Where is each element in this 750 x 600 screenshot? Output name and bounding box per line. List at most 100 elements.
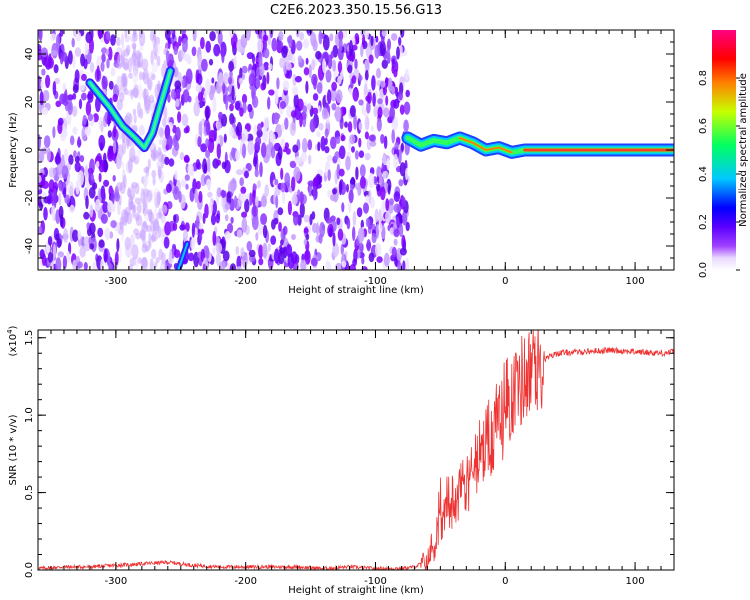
- noise-blob: [212, 230, 217, 246]
- noise-blob: [258, 244, 264, 259]
- noise-blob: [235, 266, 243, 270]
- noise-blob: [156, 160, 163, 170]
- noise-blob: [117, 53, 121, 65]
- noise-blob: [115, 62, 123, 69]
- noise-blob: [89, 62, 95, 73]
- noise-blob: [59, 51, 64, 65]
- noise-blob: [72, 105, 78, 117]
- noise-blob: [280, 239, 284, 246]
- noise-blob: [116, 36, 121, 47]
- noise-blob: [239, 193, 247, 202]
- noise-blob: [391, 33, 398, 41]
- noise-blob: [68, 50, 73, 65]
- noise-blob: [158, 248, 163, 261]
- noise-blob: [161, 204, 168, 215]
- noise-blob: [376, 256, 383, 263]
- noise-blob: [287, 200, 292, 216]
- noise-blob: [205, 78, 211, 95]
- noise-blob: [129, 234, 135, 248]
- noise-blob: [366, 239, 372, 252]
- noise-blob: [377, 98, 383, 105]
- noise-blob: [375, 223, 380, 239]
- colorbar-ticks: 0.0 0.2 0.4 0.6 0.8: [698, 70, 740, 278]
- noise-blob: [132, 108, 137, 116]
- noise-blob: [330, 87, 337, 102]
- noise-blob: [352, 210, 357, 227]
- noise-blob: [156, 55, 161, 67]
- snr-panel: -300 -200 -100 0 100 0.0 0.5 1.0 1.5 Height of …: [6, 325, 675, 596]
- noise-blob: [210, 213, 217, 226]
- noise-blob: [130, 35, 138, 43]
- noise-blob: [55, 257, 62, 270]
- noise-blob: [133, 114, 137, 124]
- noise-blob: [386, 48, 391, 63]
- noise-blob: [95, 160, 100, 168]
- noise-blob: [115, 155, 122, 165]
- noise-blob: [340, 134, 346, 142]
- noise-blob: [353, 113, 357, 130]
- noise-blob: [150, 149, 155, 159]
- noise-blob: [41, 180, 49, 189]
- noise-blob: [385, 210, 391, 224]
- noise-blob: [354, 150, 359, 160]
- x-axis-label: Height of straight line (km): [288, 285, 424, 296]
- noise-blob: [228, 76, 233, 85]
- noise-blob: [389, 198, 394, 206]
- noise-blob: [369, 140, 377, 147]
- noise-blob: [398, 91, 403, 101]
- noise-blob: [258, 258, 264, 266]
- noise-blob: [385, 198, 390, 212]
- noise-blob: [253, 124, 258, 136]
- noise-blob: [368, 172, 375, 189]
- noise-blob: [370, 196, 375, 209]
- noise-blob: [247, 103, 253, 113]
- noise-blob: [155, 257, 160, 264]
- noise-blob: [165, 50, 170, 63]
- y-axis-ticks: -40 -20 0 20 40: [24, 29, 674, 271]
- noise-blob: [145, 225, 152, 232]
- noise-blob: [47, 252, 54, 263]
- x-tick-label: 100: [626, 276, 645, 287]
- noise-blob: [174, 141, 180, 151]
- noise-blob: [240, 186, 247, 195]
- noise-blob: [316, 131, 321, 138]
- noise-blob: [386, 158, 390, 171]
- noise-blob: [139, 228, 146, 241]
- y-tick-label: 0: [24, 147, 35, 153]
- noise-blob: [262, 224, 268, 238]
- noise-blob: [260, 213, 268, 225]
- noise-blob: [336, 163, 341, 180]
- noise-blob: [110, 67, 116, 77]
- noise-blob: [236, 255, 242, 270]
- noise-blob: [38, 30, 43, 42]
- noise-blob: [370, 35, 374, 47]
- noise-blob: [257, 180, 261, 189]
- noise-blob: [341, 202, 345, 213]
- noise-blob: [335, 89, 343, 104]
- noise-blob: [348, 87, 353, 95]
- noise-blob: [303, 67, 310, 76]
- noise-blob: [249, 192, 253, 206]
- noise-blob: [358, 121, 363, 131]
- noise-blob: [366, 101, 371, 114]
- noise-blob: [205, 149, 211, 159]
- noise-blob: [358, 99, 364, 106]
- noise-blob: [66, 250, 71, 264]
- noise-blob: [166, 183, 172, 193]
- noise-blob: [100, 213, 108, 224]
- noise-blob: [338, 30, 344, 41]
- noise-blob: [208, 58, 214, 66]
- noise-blob: [393, 238, 398, 246]
- noise-blob: [330, 194, 337, 202]
- snr-frame: [37, 329, 675, 571]
- noise-blob: [299, 191, 304, 204]
- noise-blob: [74, 69, 80, 84]
- noise-blob: [215, 213, 220, 224]
- noise-blob: [399, 162, 406, 177]
- noise-blob: [151, 248, 157, 259]
- noise-blob: [72, 126, 78, 135]
- noise-blob: [268, 63, 273, 70]
- x-tick-label: -200: [234, 276, 257, 287]
- noise-blob: [380, 134, 385, 144]
